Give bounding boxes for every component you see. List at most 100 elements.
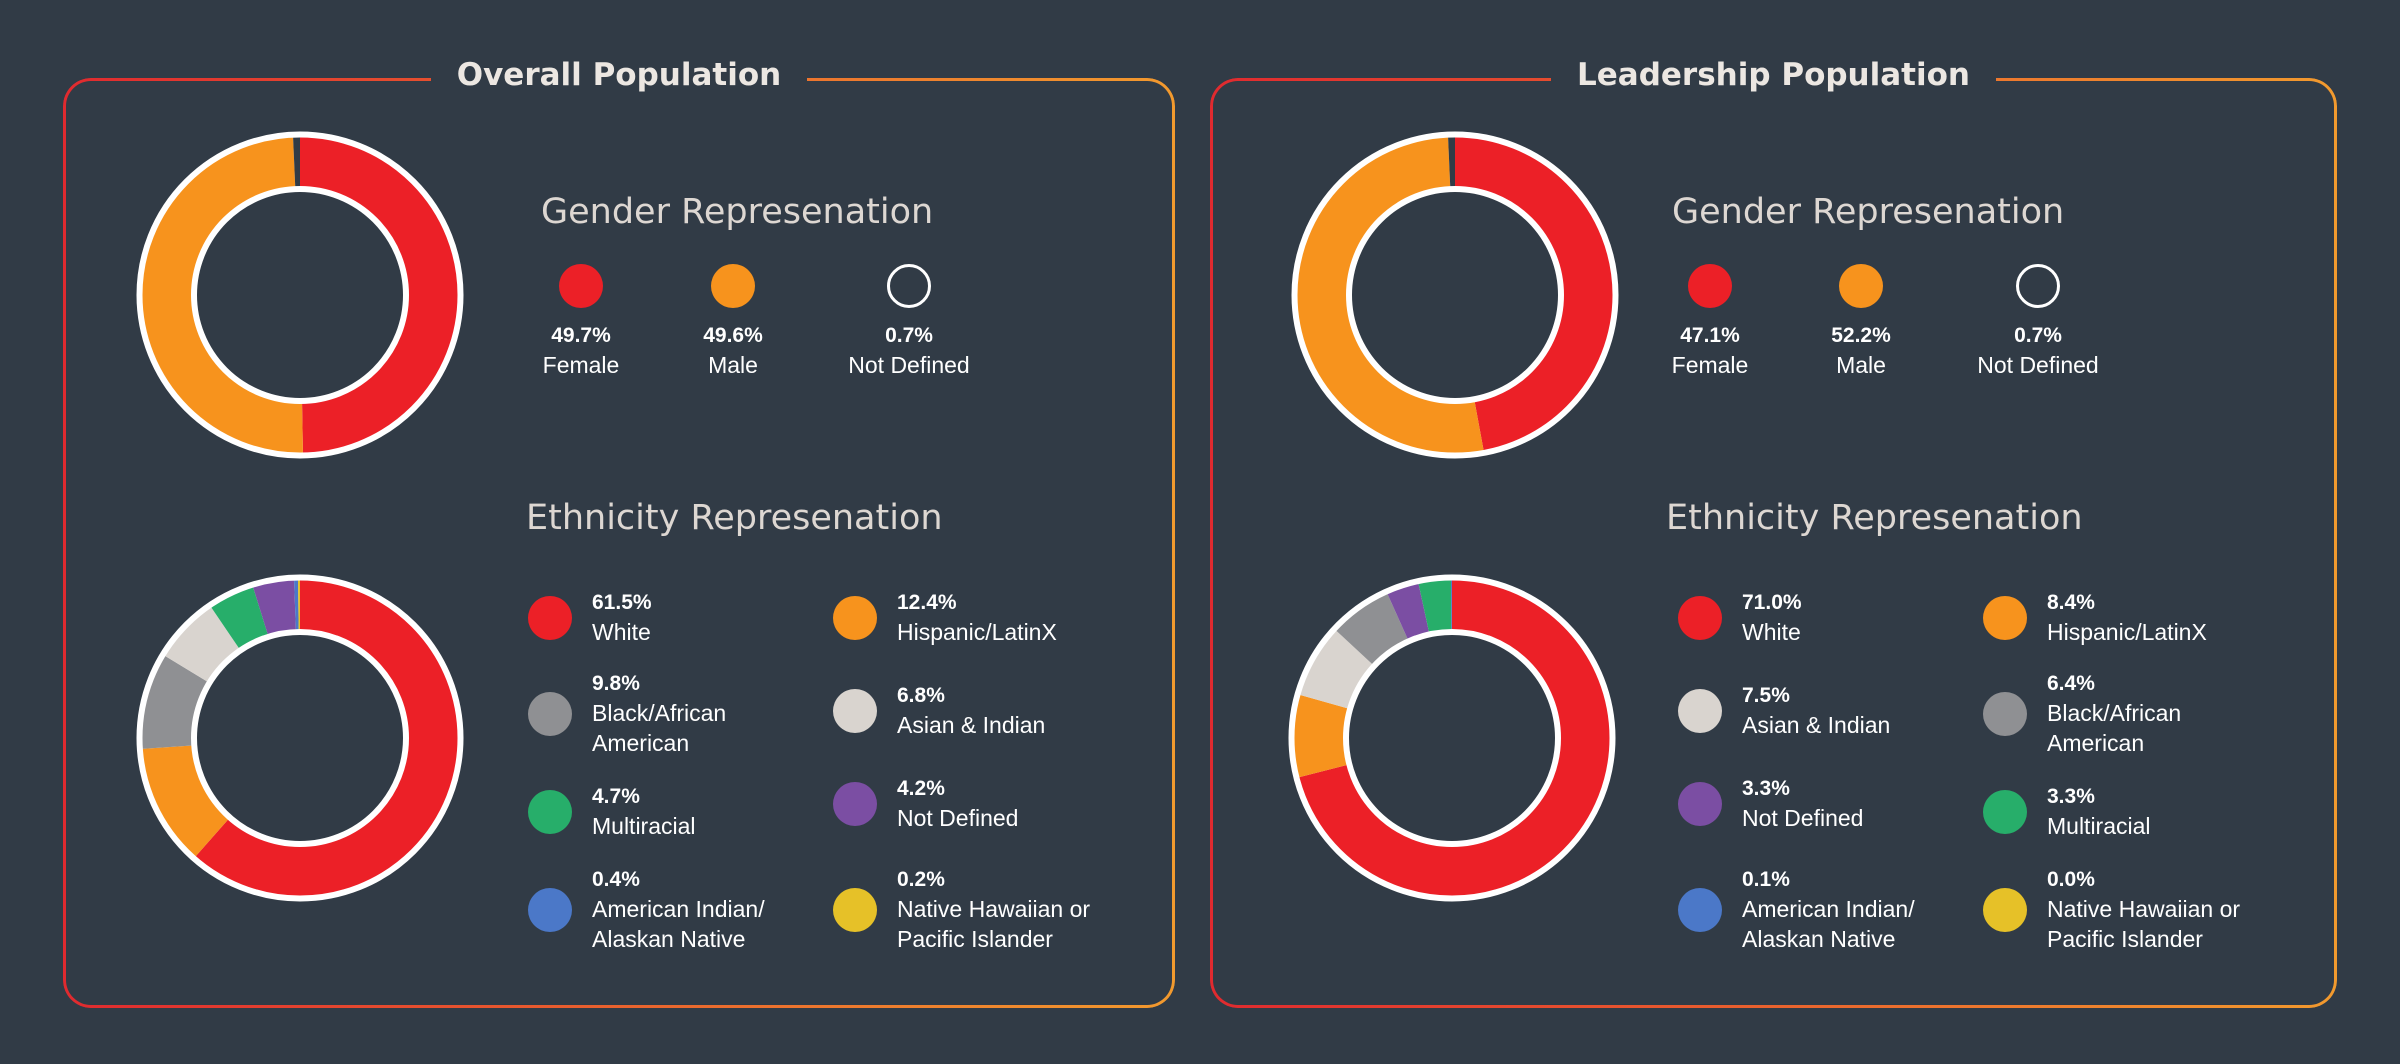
donut-hole — [194, 632, 406, 844]
donut-hole — [1346, 632, 1558, 844]
legend-not-defined-ethnicity: 3.3% Not Defined — [1678, 764, 1968, 844]
legend-label: Native Hawaiian or Pacific Islander — [2047, 894, 2277, 954]
american-indian-swatch — [1678, 888, 1722, 932]
legend-pct: 6.4% — [2047, 670, 2247, 698]
legend-pct: 9.8% — [592, 670, 792, 698]
native-hawaiian-swatch — [1983, 888, 2027, 932]
asian-swatch — [833, 689, 877, 733]
male-swatch — [711, 264, 755, 308]
not-defined-swatch — [887, 264, 931, 308]
legend-label: White — [592, 617, 832, 647]
black-swatch — [528, 692, 572, 736]
panel-title-wrap: Overall Population — [63, 50, 1175, 100]
legend-label: Black/African American — [592, 698, 792, 758]
legend-female: 47.1% Female — [1630, 264, 1790, 380]
not-defined-swatch — [833, 782, 877, 826]
legend-native-hawaiian: 0.0% Native Hawaiian or Pacific Islander — [1983, 870, 2273, 950]
legend-asian: 6.8% Asian & Indian — [833, 671, 1123, 751]
legend-label: Male — [1781, 350, 1941, 380]
legend-pct: 8.4% — [2047, 589, 2287, 617]
legend-pct: 12.4% — [897, 589, 1137, 617]
native-hawaiian-swatch — [833, 888, 877, 932]
legend-hispanic: 8.4% Hispanic/LatinX — [1983, 578, 2273, 658]
legend-label: Female — [1630, 350, 1790, 380]
legend-pct: 3.3% — [1742, 775, 1982, 803]
donut-slice-hispanic-latinx — [1292, 694, 1348, 777]
overall-population-panel: Overall Population Gender Represenation … — [63, 78, 1175, 1008]
legend-label: White — [1742, 617, 1982, 647]
ethnicity-section-title: Ethnicity Represenation — [1666, 498, 2083, 538]
legend-not-defined-ethnicity: 4.2% Not Defined — [833, 764, 1123, 844]
american-indian-swatch — [528, 888, 572, 932]
gender-section-title: Gender Represenation — [1672, 192, 2064, 232]
multiracial-swatch — [528, 790, 572, 834]
male-swatch — [1839, 264, 1883, 308]
ethnicity-donut-chart — [1287, 573, 1617, 903]
legend-label: American Indian/ Alaskan Native — [1742, 894, 1962, 954]
hispanic-swatch — [833, 596, 877, 640]
legend-asian: 7.5% Asian & Indian — [1678, 671, 1968, 751]
legend-label: Not Defined — [829, 350, 989, 380]
panel-title-wrap: Leadership Population — [1210, 50, 2337, 100]
legend-pct: 49.7% — [501, 322, 661, 350]
legend-pct: 0.7% — [1958, 322, 2118, 350]
legend-label: Hispanic/LatinX — [2047, 617, 2287, 647]
legend-label: Black/African American — [2047, 698, 2247, 758]
gender-donut-chart — [1290, 130, 1620, 460]
multiracial-swatch — [1983, 790, 2027, 834]
legend-pct: 3.3% — [2047, 783, 2287, 811]
legend-label: Asian & Indian — [897, 710, 1137, 740]
legend-black: 9.8% Black/African American — [528, 674, 818, 754]
legend-label: Male — [653, 350, 813, 380]
legend-pct: 0.0% — [2047, 866, 2277, 894]
leadership-population-panel: Leadership Population Gender Represenati… — [1210, 78, 2337, 1008]
donut-hole — [1349, 189, 1561, 401]
legend-pct: 47.1% — [1630, 322, 1790, 350]
gender-section-title: Gender Represenation — [541, 192, 933, 232]
legend-white: 61.5% White — [528, 578, 818, 658]
legend-label: Not Defined — [897, 803, 1137, 833]
legend-american-indian: 0.1% American Indian/ Alaskan Native — [1678, 870, 1968, 950]
legend-pct: 4.7% — [592, 783, 832, 811]
legend-hispanic: 12.4% Hispanic/LatinX — [833, 578, 1123, 658]
legend-pct: 0.1% — [1742, 866, 1962, 894]
legend-pct: 4.2% — [897, 775, 1137, 803]
legend-white: 71.0% White — [1678, 578, 1968, 658]
legend-label: Not Defined — [1742, 803, 1982, 833]
legend-label: Not Defined — [1958, 350, 2118, 380]
legend-pct: 6.8% — [897, 682, 1137, 710]
legend-label: Female — [501, 350, 661, 380]
legend-native-hawaiian: 0.2% Native Hawaiian or Pacific Islander — [833, 870, 1123, 950]
donut-hole — [194, 189, 406, 401]
legend-american-indian: 0.4% American Indian/ Alaskan Native — [528, 870, 818, 950]
legend-label: Multiracial — [2047, 811, 2287, 841]
legend-pct: 0.4% — [592, 866, 812, 894]
legend-male: 52.2% Male — [1781, 264, 1941, 380]
legend-pct: 52.2% — [1781, 322, 1941, 350]
gender-donut-chart — [135, 130, 465, 460]
female-swatch — [1688, 264, 1732, 308]
asian-swatch — [1678, 689, 1722, 733]
ethnicity-section-title: Ethnicity Represenation — [526, 498, 943, 538]
ethnicity-donut-chart — [135, 573, 465, 903]
black-swatch — [1983, 692, 2027, 736]
legend-multiracial: 3.3% Multiracial — [1983, 772, 2273, 852]
hispanic-swatch — [1983, 596, 2027, 640]
legend-label: Native Hawaiian or Pacific Islander — [897, 894, 1127, 954]
panel-title: Leadership Population — [1551, 50, 1996, 100]
legend-not-defined: 0.7% Not Defined — [829, 264, 989, 380]
legend-female: 49.7% Female — [501, 264, 661, 380]
female-swatch — [559, 264, 603, 308]
legend-pct: 0.7% — [829, 322, 989, 350]
white-swatch — [1678, 596, 1722, 640]
legend-multiracial: 4.7% Multiracial — [528, 772, 818, 852]
legend-black: 6.4% Black/African American — [1983, 674, 2273, 754]
panel-title: Overall Population — [431, 50, 807, 100]
legend-pct: 0.2% — [897, 866, 1127, 894]
legend-pct: 61.5% — [592, 589, 832, 617]
legend-label: Asian & Indian — [1742, 710, 1982, 740]
legend-pct: 71.0% — [1742, 589, 1982, 617]
legend-pct: 49.6% — [653, 322, 813, 350]
legend-label: Hispanic/LatinX — [897, 617, 1137, 647]
legend-label: Multiracial — [592, 811, 832, 841]
